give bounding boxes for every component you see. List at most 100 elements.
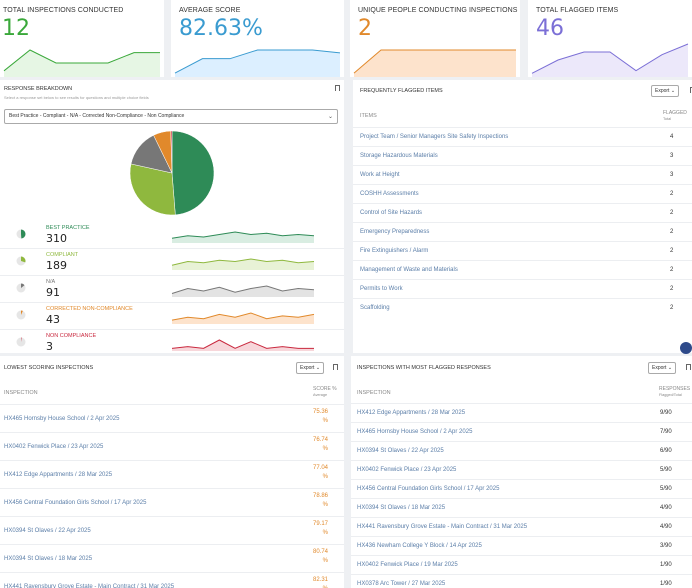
chevron-down-icon: ⌄: [327, 114, 333, 120]
bookmark-icon[interactable]: [686, 364, 691, 372]
flagged-item-link[interactable]: Work at Height: [360, 172, 400, 178]
inspection-link[interactable]: HX0394 St Olaves / 18 Mar 2025: [4, 556, 93, 562]
table-row[interactable]: Project Team / Senior Managers Site Safe…: [353, 127, 692, 146]
export-button[interactable]: Export ⌄: [296, 362, 325, 374]
response-pie-chart: [129, 130, 215, 216]
table-row[interactable]: HX0402 Fenwick Place / 19 Mar 2025 1/90: [351, 555, 692, 574]
kpi-card-inspections: TOTAL INSPECTIONS CONDUCTED 12: [0, 0, 164, 77]
sparkline-area: [532, 44, 688, 77]
table-row[interactable]: HX436 Newham College Y Block / 14 Apr 20…: [351, 536, 692, 555]
table-row[interactable]: COSHH Assessments 2: [353, 184, 692, 203]
flagged-responses-count: 4/90: [660, 524, 672, 530]
inspection-link[interactable]: HX441 Ravensbury Grove Estate - Main Con…: [357, 524, 528, 530]
section-subtitle: Select a response set below to see resul…: [4, 95, 149, 100]
inspection-link[interactable]: HX0394 St Olaves / 22 Apr 2025: [4, 528, 91, 534]
table-row[interactable]: HX412 Edge Appartments / 28 Mar 2025 77.0…: [0, 460, 344, 488]
inspection-link[interactable]: HX456 Central Foundation Girls School / …: [4, 500, 147, 506]
inspection-link[interactable]: HX436 Newham College Y Block / 14 Apr 20…: [357, 543, 482, 549]
flagged-items-panel: FREQUENTLY FLAGGED ITEMS Export ⌄ ITEMS …: [353, 80, 692, 353]
export-button[interactable]: Export ⌄: [648, 362, 677, 374]
section-title: FREQUENTLY FLAGGED ITEMS: [360, 88, 443, 94]
breakdown-sparkline: [171, 258, 315, 270]
inspection-link[interactable]: HX0402 Fenwick Place / 23 Apr 2025: [357, 467, 457, 473]
chevron-down-icon: ⌄: [670, 88, 676, 94]
breakdown-value: 310: [46, 232, 67, 245]
flagged-count: 2: [670, 286, 674, 292]
flagged-item-link[interactable]: Emergency Preparedness: [360, 229, 430, 235]
inspection-link[interactable]: HX0402 Fenwick Place / 19 Mar 2025: [357, 562, 458, 568]
flagged-responses-count: 4/90: [660, 505, 672, 511]
inspection-link[interactable]: HX412 Edge Appartments / 28 Mar 2025: [357, 410, 466, 416]
flagged-item-link[interactable]: Fire Extinguishers / Alarm: [360, 248, 429, 254]
table-row[interactable]: Emergency Preparedness 2: [353, 222, 692, 241]
pie-slice[interactable]: [171, 130, 215, 216]
flagged-item-link[interactable]: Scaffolding: [360, 305, 390, 311]
table-row[interactable]: Control of Site Hazards 2: [353, 203, 692, 222]
table-row[interactable]: Fire Extinguishers / Alarm 2: [353, 241, 692, 260]
table-row[interactable]: HX0402 Fenwick Place / 23 Apr 2025 5/90: [351, 460, 692, 479]
column-header-flagged-sub: Total: [663, 117, 672, 121]
pie-slice[interactable]: [129, 163, 176, 216]
flagged-count: 4: [670, 134, 674, 140]
select-value: Best Practice - Compliant - N/A - Correc…: [9, 113, 185, 119]
flagged-item-link[interactable]: Permits to Work: [360, 286, 403, 292]
table-row[interactable]: Permits to Work 2: [353, 279, 692, 298]
breakdown-value: 189: [46, 259, 67, 272]
table-row[interactable]: HX441 Ravensbury Grove Estate - Main Con…: [0, 572, 344, 588]
sparkline-line: [353, 49, 516, 74]
response-breakdown-panel: RESPONSE BREAKDOWN Select a response set…: [0, 80, 344, 353]
table-row[interactable]: HX0394 St Olaves / 22 Apr 2025 79.17 %: [0, 516, 344, 544]
inspection-link[interactable]: HX0402 Fenwick Place / 23 Apr 2025: [4, 444, 104, 450]
table-row[interactable]: Work at Height 3: [353, 165, 692, 184]
inspection-link[interactable]: HX465 Hornsby House School / 2 Apr 2025: [4, 416, 120, 422]
kpi-sparkline: [353, 49, 516, 77]
table-row[interactable]: HX0378 Arc Tower / 27 Mar 2025 1/90: [351, 574, 692, 588]
inspection-link[interactable]: HX465 Hornsby House School / 2 Apr 2025: [357, 429, 473, 435]
inspection-link[interactable]: HX412 Edge Appartments / 28 Mar 2025: [4, 472, 113, 478]
table-row[interactable]: Scaffolding 2: [353, 298, 692, 317]
bookmark-icon[interactable]: [690, 87, 692, 95]
flagged-item-link[interactable]: Project Team / Senior Managers Site Safe…: [360, 134, 509, 140]
sparkline-line: [171, 231, 315, 239]
export-button[interactable]: Export ⌄: [651, 85, 680, 97]
column-header-inspection: INSPECTION: [357, 390, 391, 396]
table-row[interactable]: Storage Hazardous Materials 3: [353, 146, 692, 165]
pie-slice[interactable]: [170, 130, 173, 174]
inspection-link[interactable]: HX456 Central Foundation Girls School / …: [357, 486, 500, 492]
inspection-link[interactable]: HX441 Ravensbury Grove Estate - Main Con…: [4, 584, 175, 588]
column-header-responses: RESPONSES Flagged/Total: [659, 386, 690, 398]
flagged-item-link[interactable]: Storage Hazardous Materials: [360, 153, 438, 159]
table-row[interactable]: HX456 Central Foundation Girls School / …: [351, 479, 692, 498]
table-row[interactable]: HX412 Edge Appartments / 28 Mar 2025 9/90: [351, 403, 692, 422]
bookmark-icon[interactable]: [333, 364, 338, 372]
flagged-responses-count: 9/90: [660, 410, 672, 416]
table-row[interactable]: HX0402 Fenwick Place / 23 Apr 2025 76.74 …: [0, 432, 344, 460]
bookmark-icon[interactable]: [335, 85, 340, 93]
kpi-title: AVERAGE SCORE: [179, 7, 241, 14]
table-row[interactable]: Management of Waste and Materials 2: [353, 260, 692, 279]
table-row[interactable]: HX0394 St Olaves / 18 Mar 2025 80.74 %: [0, 544, 344, 572]
flagged-count: 2: [670, 248, 674, 254]
help-chat-icon[interactable]: [680, 342, 692, 354]
inspection-link[interactable]: HX0378 Arc Tower / 27 Mar 2025: [357, 581, 446, 587]
flagged-item-link[interactable]: Management of Waste and Materials: [360, 267, 458, 273]
flagged-item-link[interactable]: Control of Site Hazards: [360, 210, 423, 216]
flagged-item-link[interactable]: COSHH Assessments: [360, 191, 419, 197]
inspection-link[interactable]: HX0394 St Olaves / 18 Mar 2025: [357, 505, 446, 511]
table-row[interactable]: HX0394 St Olaves / 18 Mar 2025 4/90: [351, 498, 692, 517]
table-row[interactable]: HX441 Ravensbury Grove Estate - Main Con…: [351, 517, 692, 536]
breakdown-value: 91: [46, 286, 60, 299]
sparkline-area: [172, 232, 314, 243]
table-row[interactable]: HX456 Central Foundation Girls School / …: [0, 488, 344, 516]
score-value: 76.74 %: [313, 437, 329, 452]
kpi-sparkline: [174, 49, 341, 77]
inspection-link[interactable]: HX0394 St Olaves / 22 Apr 2025: [357, 448, 444, 454]
table-row[interactable]: HX465 Hornsby House School / 2 Apr 2025 7…: [351, 422, 692, 441]
response-set-select[interactable]: Best Practice - Compliant - N/A - Correc…: [4, 109, 338, 124]
table-row[interactable]: HX465 Hornsby House School / 2 Apr 2025 7…: [0, 404, 344, 432]
sparkline-line: [3, 49, 160, 72]
export-label: Export: [300, 365, 315, 371]
kpi-value: 46: [536, 16, 564, 41]
section-title: RESPONSE BREAKDOWN: [4, 86, 73, 92]
table-row[interactable]: HX0394 St Olaves / 22 Apr 2025 6/90: [351, 441, 692, 460]
